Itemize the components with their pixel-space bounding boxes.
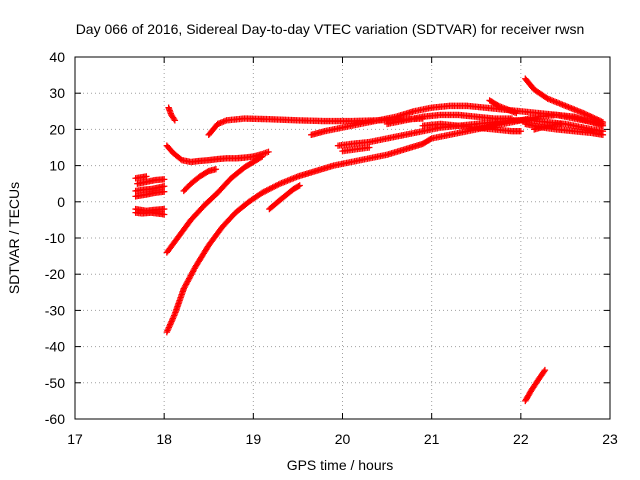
series-track [383,111,516,128]
data-point-marker [160,188,168,195]
y-tick-label: 40 [49,49,65,65]
data-point-marker [513,109,520,117]
x-tick-label: 22 [513,431,529,447]
series-track [486,97,520,117]
x-tick-label: 17 [67,431,83,447]
data-point-marker [541,366,549,374]
series-track [531,120,565,133]
data-point-marker [143,173,150,180]
data-point-marker [257,154,265,161]
data-point-marker [259,153,266,160]
x-tick-label: 18 [156,431,172,447]
data-point-marker [160,211,168,218]
x-tick-label: 20 [335,431,351,447]
x-tick-label: 21 [424,431,440,447]
series-track [522,75,607,126]
y-tick-label: -10 [45,230,65,246]
y-tick-label: -50 [45,375,65,391]
data-point-marker [427,136,434,143]
y-axis-label: SDTVAR / TECUs [6,182,22,294]
data-point-marker [517,128,525,135]
data-point-marker [171,117,179,124]
series-track [132,173,150,182]
data-point-marker [557,120,565,128]
series-track [419,120,525,135]
data-point-marker [160,205,168,213]
data-point-marker [508,115,516,122]
y-tick-label: 10 [49,158,65,174]
x-tick-label: 23 [602,431,618,447]
series-track [132,188,168,200]
y-tick-label: 0 [57,194,65,210]
series-track [163,153,266,256]
data-point-marker [160,183,168,190]
y-tick-label: 30 [49,85,65,101]
x-axis-label: GPS time / hours [287,457,394,473]
data-point-marker [160,176,168,183]
series-track [165,104,179,124]
data-point-marker [212,166,220,173]
series-track [132,205,168,215]
series-track [522,366,549,405]
data-point-marker [540,368,548,375]
chart-title: Day 066 of 2016, Sidereal Day-to-day VTE… [76,21,585,37]
series-track [163,142,272,166]
series-track [132,183,168,195]
data-point-marker [366,144,373,151]
y-tick-label: 20 [49,121,65,137]
x-tick-label: 19 [246,431,262,447]
series-track [339,144,373,155]
axis-ticks: 17 18 19 20 21 22 23 -60 -50 -40 -30 -20 -10 0 10 20 30 4… [45,49,618,447]
y-tick-label: -20 [45,266,65,282]
data-point-marker [170,115,178,123]
data-point-marker [599,118,607,126]
y-tick-label: -60 [45,411,65,427]
data-point-marker [295,183,302,190]
data-point-marker [296,182,303,189]
data-layer [132,75,607,405]
series-track [180,166,220,195]
y-tick-label: -40 [45,339,65,355]
data-point-marker [599,131,607,139]
series-track [266,182,303,213]
data-point-marker [265,148,272,156]
y-tick-label: -30 [45,302,65,318]
series-track [134,176,168,187]
